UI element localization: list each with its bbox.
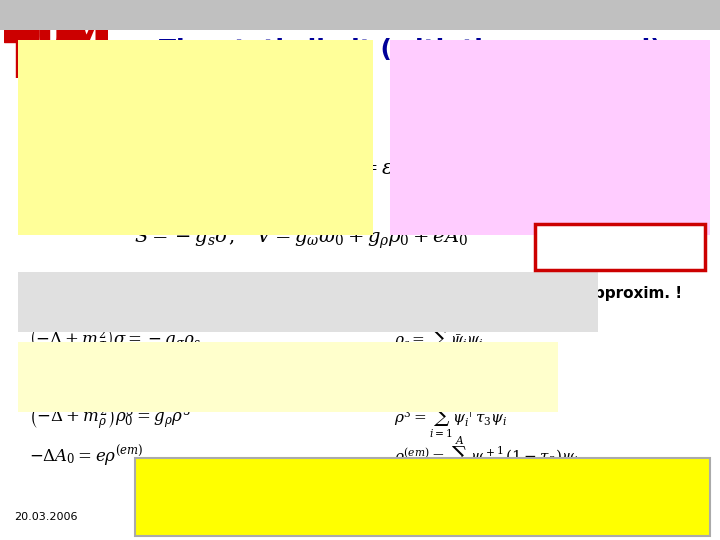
Bar: [40, 5, 49, 78]
Text: $\rho_B = \sum_{i=1}^{A}\psi_i^+\psi_i$: $\rho_B = \sum_{i=1}^{A}\psi_i^+\psi_i$: [394, 356, 495, 401]
Text: TUM: TUM: [10, 17, 107, 55]
Text: $\left(-\Delta + m_\omega^2\right)\omega_0 = g_\omega\rho_B$: $\left(-\Delta + m_\omega^2\right)\omega…: [30, 366, 197, 392]
Text: for the mesons we find the: for the mesons we find the: [22, 285, 232, 300]
Text: No-sea approxim. !: No-sea approxim. !: [519, 286, 683, 301]
Text: $\rho^3 = \sum_{i=1}^{A}\psi_i^\dagger\tau_3\psi_i$: $\rho^3 = \sum_{i=1}^{A}\psi_i^\dagger\t…: [394, 395, 508, 440]
Text: $\left(-\Delta + m_\sigma^2\right)\sigma = -g_\sigma\rho_s$: $\left(-\Delta + m_\sigma^2\right)\sigma…: [30, 327, 202, 353]
Text: 7: 7: [677, 510, 685, 523]
Bar: [99, 5, 108, 78]
Text: 20.03.2006: 20.03.2006: [14, 512, 78, 522]
Text: $-\Delta A_0 = e\rho^{(em)}$: $-\Delta A_0 = e\rho^{(em)}$: [30, 444, 144, 469]
Text: Helmholtz equations: Helmholtz equations: [168, 285, 325, 300]
Text: $\left(-\Delta + m_\rho^2\right)\rho_0^3 = g_\rho\rho^3$: $\left(-\Delta + m_\rho^2\right)\rho_0^3…: [30, 403, 191, 433]
Bar: [63, 5, 71, 78]
Text: $\rho_s = \sum_{i=1}^{A}\bar{\psi}_i\psi_i$: $\rho_s = \sum_{i=1}^{A}\bar{\psi}_i\psi…: [394, 318, 483, 362]
Text: for the nucleons we find the: for the nucleons we find the: [22, 119, 240, 134]
Bar: [40, 64, 71, 78]
Bar: [4, 5, 38, 42]
Bar: [16, 42, 26, 78]
Text: RIKEN, March 2006: Mean field theories and beyond.: RIKEN, March 2006: Mean field theories a…: [203, 512, 497, 522]
Text: The static limit (with time reversal): The static limit (with time reversal): [159, 38, 662, 62]
Polygon shape: [75, 5, 107, 31]
Text: static Dirac equation: static Dirac equation: [179, 119, 338, 134]
Bar: [75, 5, 84, 78]
Text: $\rho^{(em)} = \sum_{i=1}^{A}\psi_i^+\frac{1}{2}(1-\tau_3)\psi_i$: $\rho^{(em)} = \sum_{i=1}^{A}\psi_i^+\fr…: [394, 434, 577, 479]
Text: $S = -g_s\sigma,\quad V = g_\omega\omega_0 + g_\rho\rho_0 + eA_0$: $S = -g_s\sigma,\quad V = g_\omega\omega…: [135, 227, 469, 251]
Text: $\left(\bar{\alpha}\mathrm{p} + V + \beta(m - S)\right)\psi_i = \varepsilon_i\ps: $\left(\bar{\alpha}\mathrm{p} + V + \bet…: [138, 156, 426, 180]
